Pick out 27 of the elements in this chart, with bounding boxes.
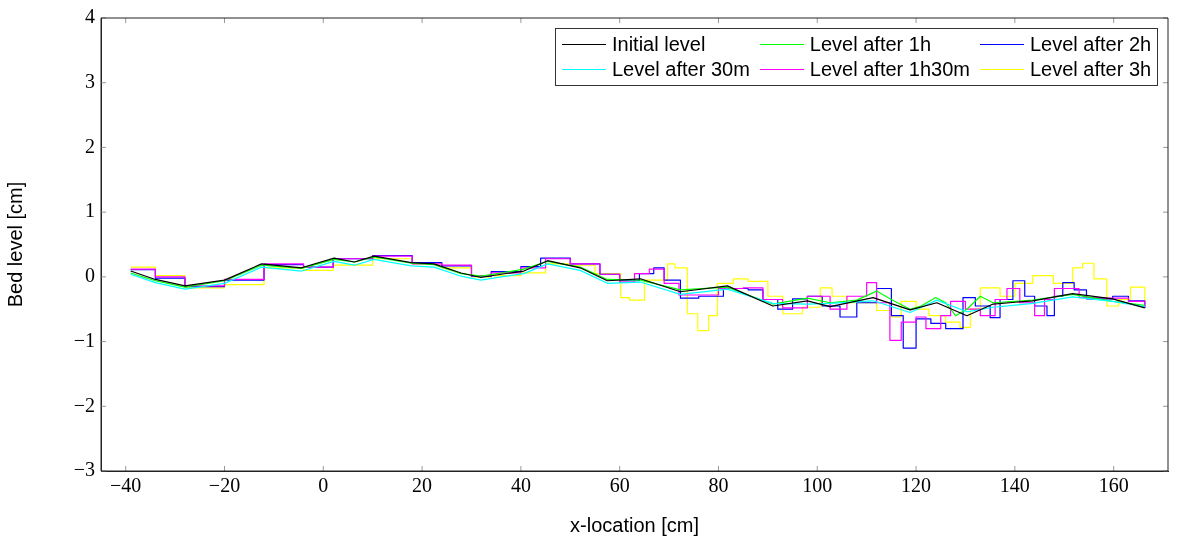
y-tick-label: −3 (73, 458, 95, 481)
x-tick-label: 140 (999, 474, 1030, 497)
y-axis-title: Bed level [cm] (3, 181, 26, 308)
x-tick-label: 20 (412, 474, 433, 497)
y-tick-label: −2 (73, 393, 95, 416)
x-tick-label: 100 (802, 474, 833, 497)
legend-label: Level after 2h (1029, 33, 1152, 56)
x-axis-title: x-location [cm] (570, 513, 699, 536)
x-tick-label: 60 (609, 474, 630, 497)
y-tick-label: 3 (85, 69, 95, 92)
y-tick-label: −1 (73, 328, 95, 351)
x-tick-label: 40 (510, 474, 531, 497)
legend-label: Initial level (612, 33, 706, 56)
legend-label: Level after 1h (809, 33, 932, 56)
legend-label: Level after 3h (1029, 58, 1152, 81)
y-tick-label: 2 (85, 134, 95, 157)
y-tick-label: 0 (85, 264, 95, 287)
x-tick-label: 0 (318, 474, 329, 497)
x-tick-label: 120 (901, 474, 932, 497)
y-tick-label: 4 (85, 5, 95, 28)
legend-label: Level after 30m (612, 58, 750, 81)
x-tick-label: −40 (110, 474, 142, 497)
x-tick-label: −20 (208, 474, 241, 497)
x-tick-label: 160 (1098, 474, 1129, 497)
y-tick-label: 1 (85, 199, 95, 222)
legend-label: Level after 1h30m (809, 58, 970, 81)
x-tick-label: 80 (708, 474, 729, 497)
